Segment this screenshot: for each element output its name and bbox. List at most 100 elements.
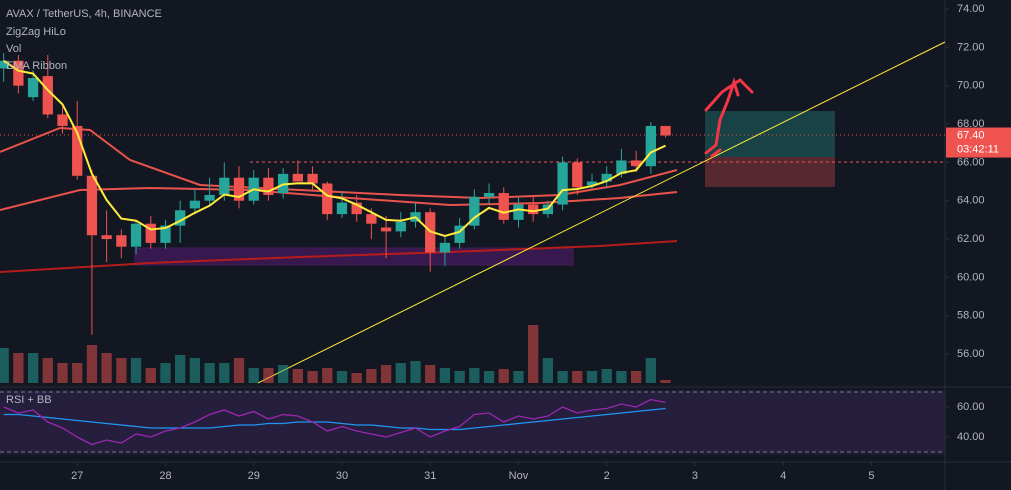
candle-body <box>439 242 451 253</box>
volume-bar <box>557 371 568 383</box>
candle-body <box>469 196 480 226</box>
volume-bar <box>528 325 539 383</box>
indicator-label: ZigZag HiLo <box>6 26 66 38</box>
x-tick-label: 5 <box>868 470 874 482</box>
volume-bar <box>542 358 554 383</box>
candle-body <box>483 193 495 197</box>
volume-bar <box>13 353 24 383</box>
volume-bar <box>0 348 9 383</box>
volume-bar <box>322 368 333 383</box>
volume-bar <box>410 361 421 383</box>
candle-body <box>160 225 171 243</box>
candle-body <box>572 162 583 188</box>
y-tick-label: 62.00 <box>957 233 985 245</box>
trend-line <box>257 41 946 384</box>
ema-fast-line <box>3 59 666 238</box>
candle-body <box>130 223 142 247</box>
volume-bar <box>233 358 245 383</box>
volume-bar <box>454 371 465 383</box>
volume-bar <box>469 368 480 383</box>
volume-bar <box>395 363 406 383</box>
y-tick-label: 64.00 <box>957 195 985 207</box>
volume-bar <box>263 368 274 383</box>
x-tick-label: 28 <box>159 470 171 482</box>
volume-bar <box>160 363 171 383</box>
volume-bar <box>616 371 627 383</box>
ema-200-line <box>0 240 678 273</box>
candle-body <box>528 204 539 215</box>
target-zone <box>705 111 835 157</box>
volume-bar <box>336 371 348 383</box>
volume-bar <box>101 353 112 383</box>
volume-bar <box>645 358 656 383</box>
rsi-basis-line <box>3 407 666 431</box>
y-tick-label: 72.00 <box>957 41 985 53</box>
candle-body <box>513 204 524 220</box>
candle-body <box>13 60 24 86</box>
candle-body <box>0 60 9 69</box>
volume-bar <box>660 380 671 383</box>
candle-body <box>72 125 83 176</box>
rsi-tick-label: 40.00 <box>957 431 985 443</box>
candle-body <box>101 235 112 240</box>
volume-bar <box>189 358 201 383</box>
volume-bar <box>116 358 127 383</box>
candle-body <box>189 200 201 209</box>
candle-body <box>292 173 303 182</box>
y-tick-label: 66.00 <box>957 156 985 168</box>
volume-bar <box>27 353 39 383</box>
candle-body <box>263 177 274 195</box>
candle-body <box>116 235 127 247</box>
x-tick-label: 3 <box>692 470 698 482</box>
candle-body <box>57 114 68 126</box>
volume-bar <box>204 363 215 383</box>
volume-bar <box>586 371 598 383</box>
x-tick-label: 31 <box>424 470 436 482</box>
candle-body <box>586 181 598 186</box>
drawn-arrow <box>704 77 754 158</box>
candle-body <box>42 76 53 115</box>
volume-bar <box>248 368 259 383</box>
volume-bar <box>292 369 303 383</box>
symbol-title: AVAX / TetherUS, 4h, BINANCE <box>6 8 162 20</box>
price-label: 67.40 <box>957 129 985 141</box>
candle-body <box>322 183 333 215</box>
x-tick-label: 2 <box>604 470 610 482</box>
volume-bar <box>42 358 53 383</box>
candle-body <box>395 221 406 232</box>
x-tick-label: Nov <box>509 470 529 482</box>
rsi-line <box>3 398 666 446</box>
candle-body <box>601 173 612 182</box>
candle-body <box>233 177 245 201</box>
indicator-label: EMA Ribbon <box>6 60 67 72</box>
price-label-box <box>946 127 1011 158</box>
volume-bar <box>175 355 186 383</box>
candle-body <box>454 225 465 243</box>
candle-body <box>498 193 509 220</box>
volume-bar <box>57 363 68 383</box>
volume-bar <box>366 369 377 383</box>
y-tick-label: 70.00 <box>957 80 985 92</box>
candle-body <box>145 223 156 243</box>
candle-body <box>351 202 362 215</box>
x-tick-label: 27 <box>71 470 83 482</box>
volume-bar <box>72 363 83 383</box>
candle-body <box>660 125 671 136</box>
volume-bar <box>572 371 583 383</box>
candle-body <box>557 162 568 205</box>
volume-bar <box>498 369 509 383</box>
candle-body <box>616 160 627 174</box>
candle-body <box>86 175 98 236</box>
indicator-label: Vol <box>6 43 21 55</box>
plot: 74.00 72.00 70.00 68.00 66.00 64.00 62.00 60.00… <box>0 3 1011 482</box>
candle-body <box>645 125 656 167</box>
candle-body <box>630 160 642 167</box>
volume-bar <box>630 371 642 383</box>
volume-bar <box>145 368 156 383</box>
y-tick-label: 58.00 <box>957 310 985 322</box>
volume-bar <box>351 373 362 383</box>
volume-bar <box>130 358 142 383</box>
volume-bar <box>277 365 289 383</box>
ema-line <box>0 186 678 211</box>
